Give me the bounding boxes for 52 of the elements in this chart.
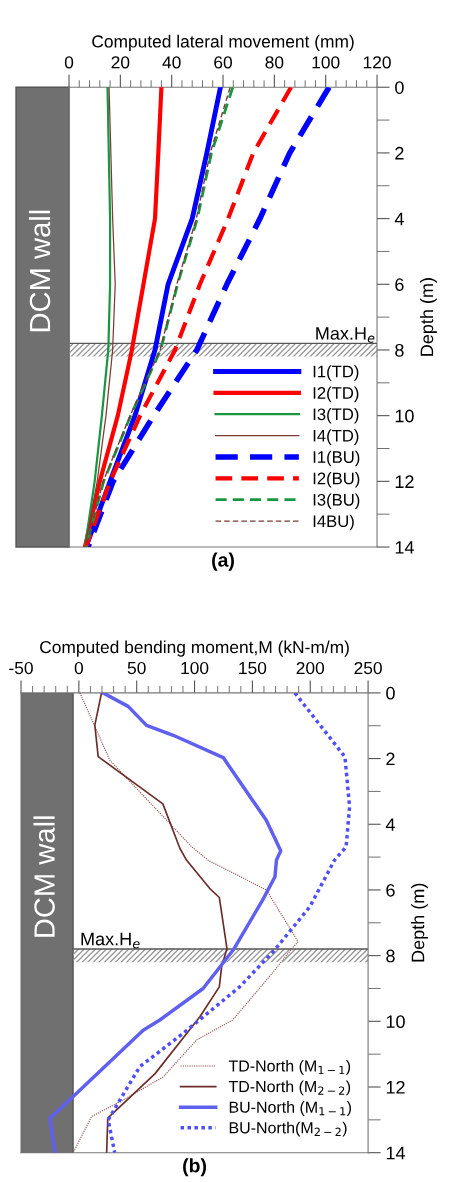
text: (b) <box>183 1158 206 1177</box>
x-axis-title: Computed bending moment,M (kN-m/m) <box>40 640 349 657</box>
x-tick-label: 0 <box>74 661 84 675</box>
legend-label: TD-North (M$_{1−1}$) <box>228 1059 351 1075</box>
x-tick-label: 60 <box>214 56 232 69</box>
y-axis-title: Depth (m) <box>411 883 428 962</box>
x-tick-label: 0 <box>64 56 74 69</box>
x-tick-label: 200 <box>296 661 325 675</box>
text: (a) <box>212 552 234 571</box>
y-tick-label: 0 <box>395 81 404 94</box>
y-tick-label: 0 <box>386 686 395 700</box>
y-tick-label: 10 <box>386 1015 405 1029</box>
x-tick-label: 250 <box>354 661 382 675</box>
legend-label: I1(BU) <box>313 450 360 467</box>
x-tick-label: 100 <box>312 56 340 69</box>
y-tick-label: 14 <box>386 1146 406 1160</box>
legend-label: BU-North(M$_{2−2}$) <box>229 1121 347 1137</box>
y-tick-label: 2 <box>386 752 395 766</box>
legend-label: BU-North (M$_{1−1}$) <box>229 1101 351 1116</box>
text: DCM wall <box>28 210 51 332</box>
legend-label: I1(TD) <box>313 365 359 381</box>
y-tick-label: 12 <box>395 475 414 488</box>
y-axis-title: Depth (m) <box>420 278 437 356</box>
y-tick-label: 8 <box>395 343 404 357</box>
y-tick-label: 4 <box>385 818 395 831</box>
band-label: Max.H$_{e}$ <box>81 932 140 949</box>
y-tick-label: 10 <box>395 409 414 423</box>
x-tick-label: 50 <box>127 661 146 675</box>
legend-label: I4BU) <box>313 514 354 531</box>
y-tick-label: 6 <box>395 278 404 292</box>
x-tick-label: 80 <box>265 56 284 69</box>
x-tick-label: 40 <box>162 56 181 69</box>
x-axis-title: Computed lateral movement (mm) <box>92 34 354 52</box>
band-label: Max.H$_{e}$ <box>316 327 375 343</box>
x-tick-label: 100 <box>181 661 209 675</box>
y-tick-label: 14 <box>395 541 414 554</box>
legend-label: I4(TD) <box>313 429 359 445</box>
legend-label: I3(BU) <box>313 493 360 509</box>
legend-label: TD-North (M$_{2−2}$) <box>228 1080 351 1096</box>
y-tick-label: 12 <box>386 1080 405 1094</box>
y-tick-label: 8 <box>386 949 395 963</box>
legend-label: I2(TD) <box>313 386 359 403</box>
x-tick-label: 150 <box>239 661 267 675</box>
legend-label: I3(TD) <box>313 407 359 424</box>
x-tick-label: 20 <box>111 56 130 69</box>
annotation: DCM wall <box>33 816 55 937</box>
x-tick-label: -50 <box>9 661 33 675</box>
legend-label: I2(BU) <box>313 472 360 488</box>
y-tick-label: 4 <box>394 212 404 226</box>
y-tick-label: 6 <box>386 883 395 897</box>
x-tick-label: 120 <box>363 56 391 69</box>
y-tick-label: 2 <box>395 146 404 160</box>
